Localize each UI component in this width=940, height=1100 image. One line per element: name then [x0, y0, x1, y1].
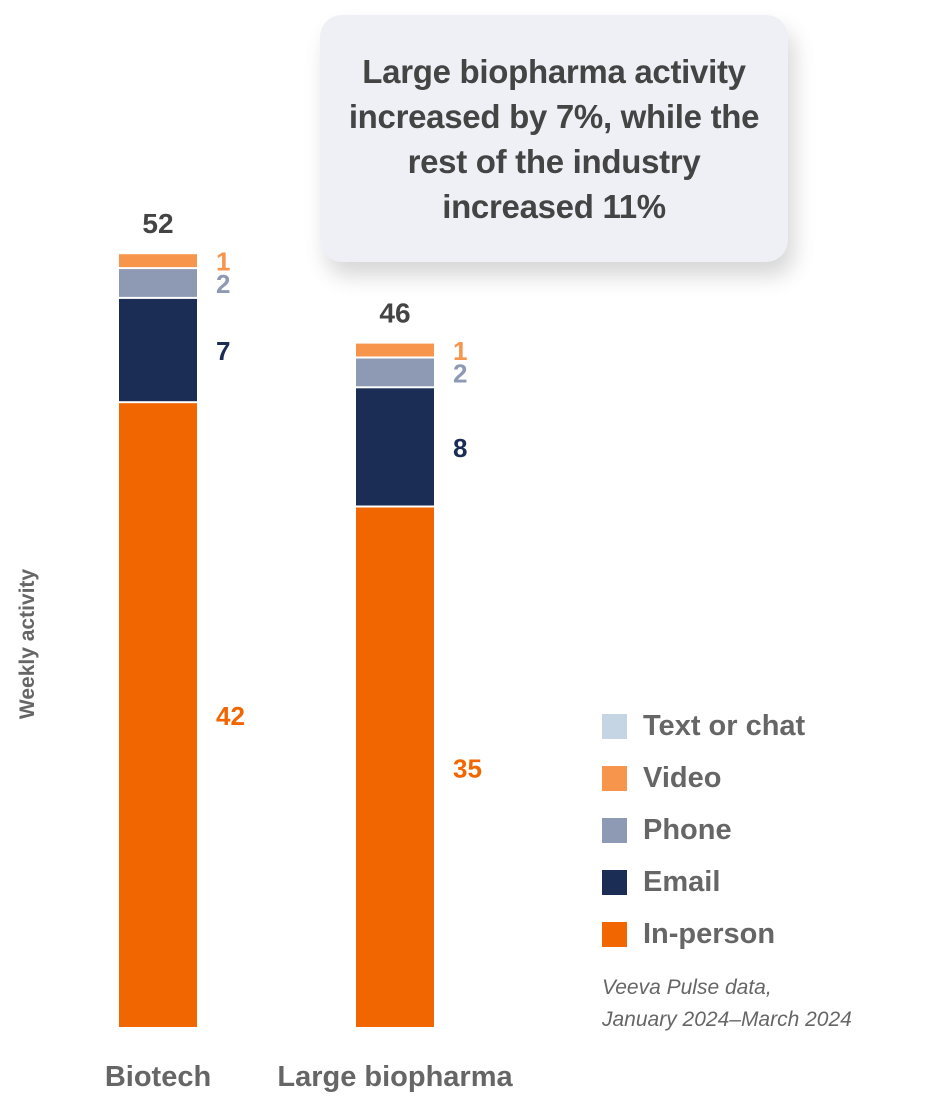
- data-label-in-person: 42: [216, 701, 245, 731]
- data-label-video: 1: [216, 247, 230, 277]
- bar-segment-email: [356, 388, 434, 506]
- legend-swatch: [602, 869, 627, 895]
- bar-segment-in-person: [356, 507, 434, 1027]
- legend-item: Phone: [602, 804, 805, 856]
- legend: Text or chat Video Phone Email In-person: [602, 700, 805, 960]
- bar-segment-in-person: [119, 403, 197, 1027]
- bar-segment-email: [119, 298, 197, 402]
- data-label-email: 8: [453, 433, 467, 463]
- legend-item: Text or chat: [602, 700, 805, 752]
- callout-box: Large biopharma activity increased by 7%…: [320, 15, 788, 262]
- category-label: Large biopharma: [277, 1061, 513, 1093]
- legend-swatch: [602, 817, 627, 843]
- y-axis-label: Weekly activity: [16, 568, 39, 720]
- legend-item: Email: [602, 856, 805, 908]
- legend-swatch: [602, 713, 627, 739]
- callout-text: Large biopharma activity increased by 7%…: [348, 52, 760, 225]
- legend-label: Video: [643, 761, 722, 794]
- legend-label: In-person: [643, 917, 776, 950]
- total-label: 46: [379, 298, 410, 329]
- legend-swatch: [602, 765, 627, 791]
- category-label: Biotech: [105, 1061, 211, 1093]
- legend-label: Email: [643, 865, 721, 898]
- source-line-1: Veeva Pulse data,: [602, 976, 772, 999]
- bar-segment-phone: [356, 358, 434, 387]
- legend-item: Video: [602, 752, 805, 804]
- data-label-video: 1: [453, 336, 467, 366]
- source-note: Veeva Pulse data, January 2024–March 202…: [602, 972, 852, 1036]
- legend-swatch: [602, 921, 627, 947]
- legend-label: Phone: [643, 813, 732, 846]
- legend-label: Text or chat: [643, 709, 806, 742]
- source-line-2: January 2024–March 2024: [602, 1008, 852, 1031]
- total-label: 52: [142, 208, 173, 239]
- bar-segment-phone: [119, 269, 197, 297]
- data-label-email: 7: [216, 336, 230, 366]
- data-label-phone: 2: [453, 358, 467, 388]
- data-label-in-person: 35: [453, 753, 482, 783]
- legend-item: In-person: [602, 908, 805, 960]
- bar-segment-video: [356, 343, 434, 357]
- data-label-phone: 2: [216, 269, 230, 299]
- bar-segment-video: [119, 254, 197, 268]
